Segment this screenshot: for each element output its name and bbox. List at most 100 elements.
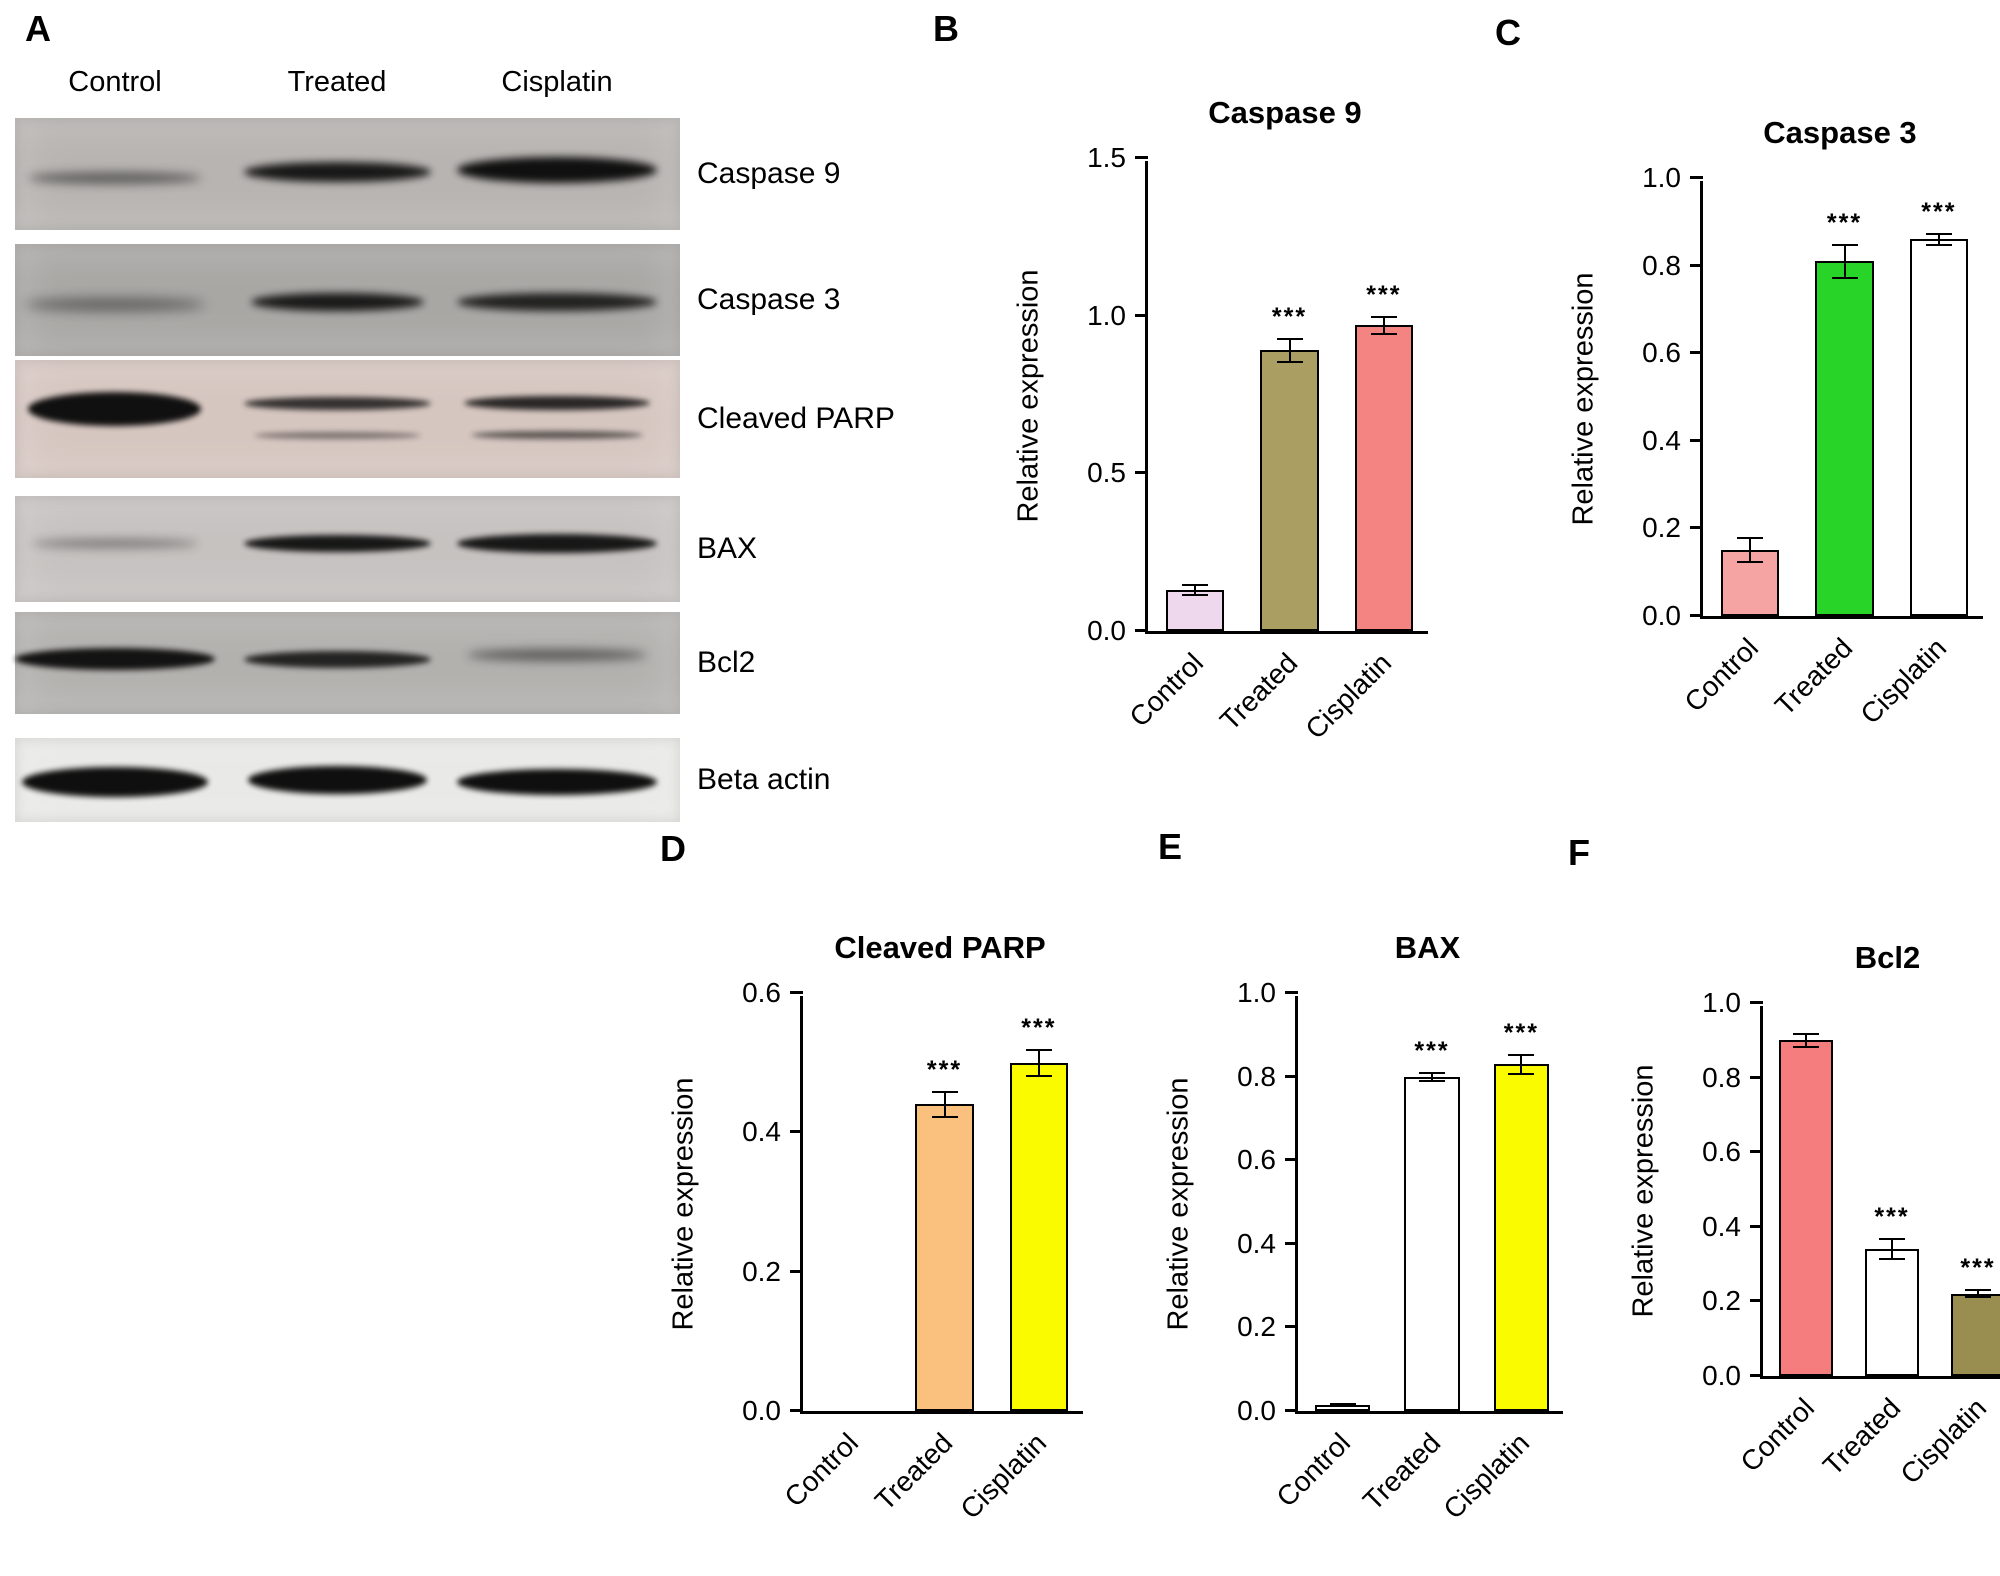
y-tick-label: 0.5 <box>1087 457 1126 489</box>
x-category-text: Control <box>1270 1427 1357 1513</box>
y-tick-mark <box>1285 1409 1298 1412</box>
error-bar <box>1965 1289 1991 1299</box>
y-tick-mark <box>1285 1158 1298 1162</box>
y-tick-mark <box>1285 1074 1298 1078</box>
significance-stars: *** <box>1921 197 1957 226</box>
y-tick-label: 0.4 <box>742 1116 781 1148</box>
bar-treated <box>1815 261 1874 616</box>
error-bar-part <box>931 1116 958 1119</box>
chart-title: Bcl2 <box>1854 940 1921 975</box>
y-tick-mark <box>1135 156 1148 159</box>
y-tick-mark <box>1750 1001 1763 1004</box>
y-tick-label: 1.0 <box>1702 987 1741 1018</box>
y-tick-label: 0.6 <box>742 977 781 1008</box>
error-bar <box>1879 1238 1905 1261</box>
y-tick-label: 0.0 <box>1237 1395 1276 1426</box>
plot-area: 0.0 0.2 0.4 0.6 0.8 1.0 Control *** Treated *** Ci… <box>1642 163 1983 730</box>
y-tick-mark <box>1135 471 1148 475</box>
bar-cisplatin <box>1909 239 1969 616</box>
panel-letter-f: F <box>1568 832 1590 873</box>
x-category-text: Treated <box>1816 1392 1906 1482</box>
bar-cisplatin <box>1354 325 1414 631</box>
error-bar-part <box>1419 1079 1445 1082</box>
blot-band <box>28 392 202 426</box>
y-axis-label: Relative expression <box>1627 1064 1660 1318</box>
blot-row-label: BAX <box>697 532 758 565</box>
blot-row-label: Beta actin <box>697 763 831 796</box>
blot-band <box>247 766 428 794</box>
y-tick-mark <box>790 1409 803 1412</box>
error-bar-part <box>1431 1071 1433 1082</box>
error-bar-part <box>1831 276 1858 279</box>
y-tick-mark <box>1750 1224 1763 1228</box>
significance-stars: *** <box>1021 1013 1057 1042</box>
chart-title: Caspase 3 <box>1763 115 1917 150</box>
plot-area: 0.0 0.5 1.0 1.5 Control *** Treated *** Cisplati… <box>1087 143 1428 745</box>
blot-band <box>467 649 647 661</box>
y-tick-mark <box>790 1130 803 1134</box>
blot-strip-caspase-3 <box>15 244 680 356</box>
panel-letter-e: E <box>1158 826 1183 867</box>
blot-band <box>470 431 644 439</box>
y-tick-mark <box>1750 1374 1763 1377</box>
error-bar-part <box>1793 1045 1819 1048</box>
error-bar-part <box>1749 537 1752 564</box>
plot-area: 0.0 0.2 0.4 0.6 0.8 1.0 Control *** Treated *** Ci… <box>1702 988 2000 1490</box>
panel-letter-a: A <box>25 8 51 49</box>
blot-column-header-control: Control <box>68 66 162 98</box>
y-tick-label: 0.4 <box>1237 1227 1276 1259</box>
significance-stars: *** <box>1960 1254 1996 1283</box>
x-category-text: Control <box>1678 632 1765 718</box>
blot-band <box>254 431 421 439</box>
y-axis-label: Relative expression <box>1567 271 1600 526</box>
bar-cisplatin <box>1951 1293 2000 1376</box>
blot-band <box>457 157 657 183</box>
y-tick-mark <box>1135 629 1148 632</box>
error-bar-part <box>1370 332 1397 335</box>
y-tick-mark <box>1690 263 1703 267</box>
blot-band <box>244 162 431 182</box>
bar-treated <box>1865 1249 1919 1376</box>
error-bar-part <box>943 1090 946 1119</box>
blot-band <box>31 538 198 548</box>
error-bar <box>1329 1402 1356 1407</box>
western-blot-panel: Control Treated Cisplatin Caspase 9 Caspa… <box>15 66 935 866</box>
y-tick-label: 0.6 <box>1237 1144 1276 1176</box>
error-bar-part <box>1382 315 1385 335</box>
blot-band <box>244 650 431 668</box>
y-tick-label: 0.6 <box>1642 337 1681 369</box>
blot-column-header-cisplatin: Cisplatin <box>501 66 613 98</box>
error-bar-part <box>1843 243 1846 279</box>
y-tick-label: 0.0 <box>742 1395 781 1426</box>
y-tick-label: 1.5 <box>1087 142 1126 173</box>
error-bar-part <box>1965 1296 1991 1299</box>
blot-band <box>244 396 431 410</box>
plot-area: 0.0 0.2 0.4 0.6 Control *** Treated *** Cisplati… <box>742 978 1083 1525</box>
error-bar-part <box>1891 1238 1893 1261</box>
panel-letter-c: C <box>1495 12 1521 53</box>
bar-control <box>1779 1040 1833 1376</box>
blot-band <box>251 293 424 311</box>
blot-rows: Caspase 9 Caspase 3 Cleaved PARP BAX Bcl2 Bet… <box>15 118 895 838</box>
chart-cleaved-parp: Cleaved PARP Relative expression 0.0 0.2 0… <box>640 911 1130 1576</box>
blot-strip-bax <box>15 496 680 602</box>
blot-row-label: Caspase 9 <box>697 157 841 190</box>
x-category-text: Treated <box>1356 1427 1446 1517</box>
x-category-text: Treated <box>1213 647 1304 737</box>
error-bar-part <box>1737 561 1764 564</box>
y-tick-mark <box>1135 313 1148 317</box>
x-category-text: Control <box>1734 1392 1820 1478</box>
blot-band <box>24 297 205 311</box>
y-tick-label: 0.8 <box>1642 249 1681 281</box>
y-tick-label: 1.0 <box>1237 977 1276 1008</box>
error-bar <box>1737 537 1764 564</box>
y-tick-mark <box>790 1269 803 1273</box>
y-tick-label: 0.6 <box>1702 1136 1741 1168</box>
error-bar-part <box>1276 360 1303 363</box>
y-tick-mark <box>1690 614 1703 617</box>
y-tick-label: 0.0 <box>1702 1360 1741 1391</box>
panel-letter-b: B <box>933 8 959 49</box>
y-tick-label: 0.0 <box>1642 600 1681 631</box>
blot-row-label: Bcl2 <box>697 646 756 679</box>
